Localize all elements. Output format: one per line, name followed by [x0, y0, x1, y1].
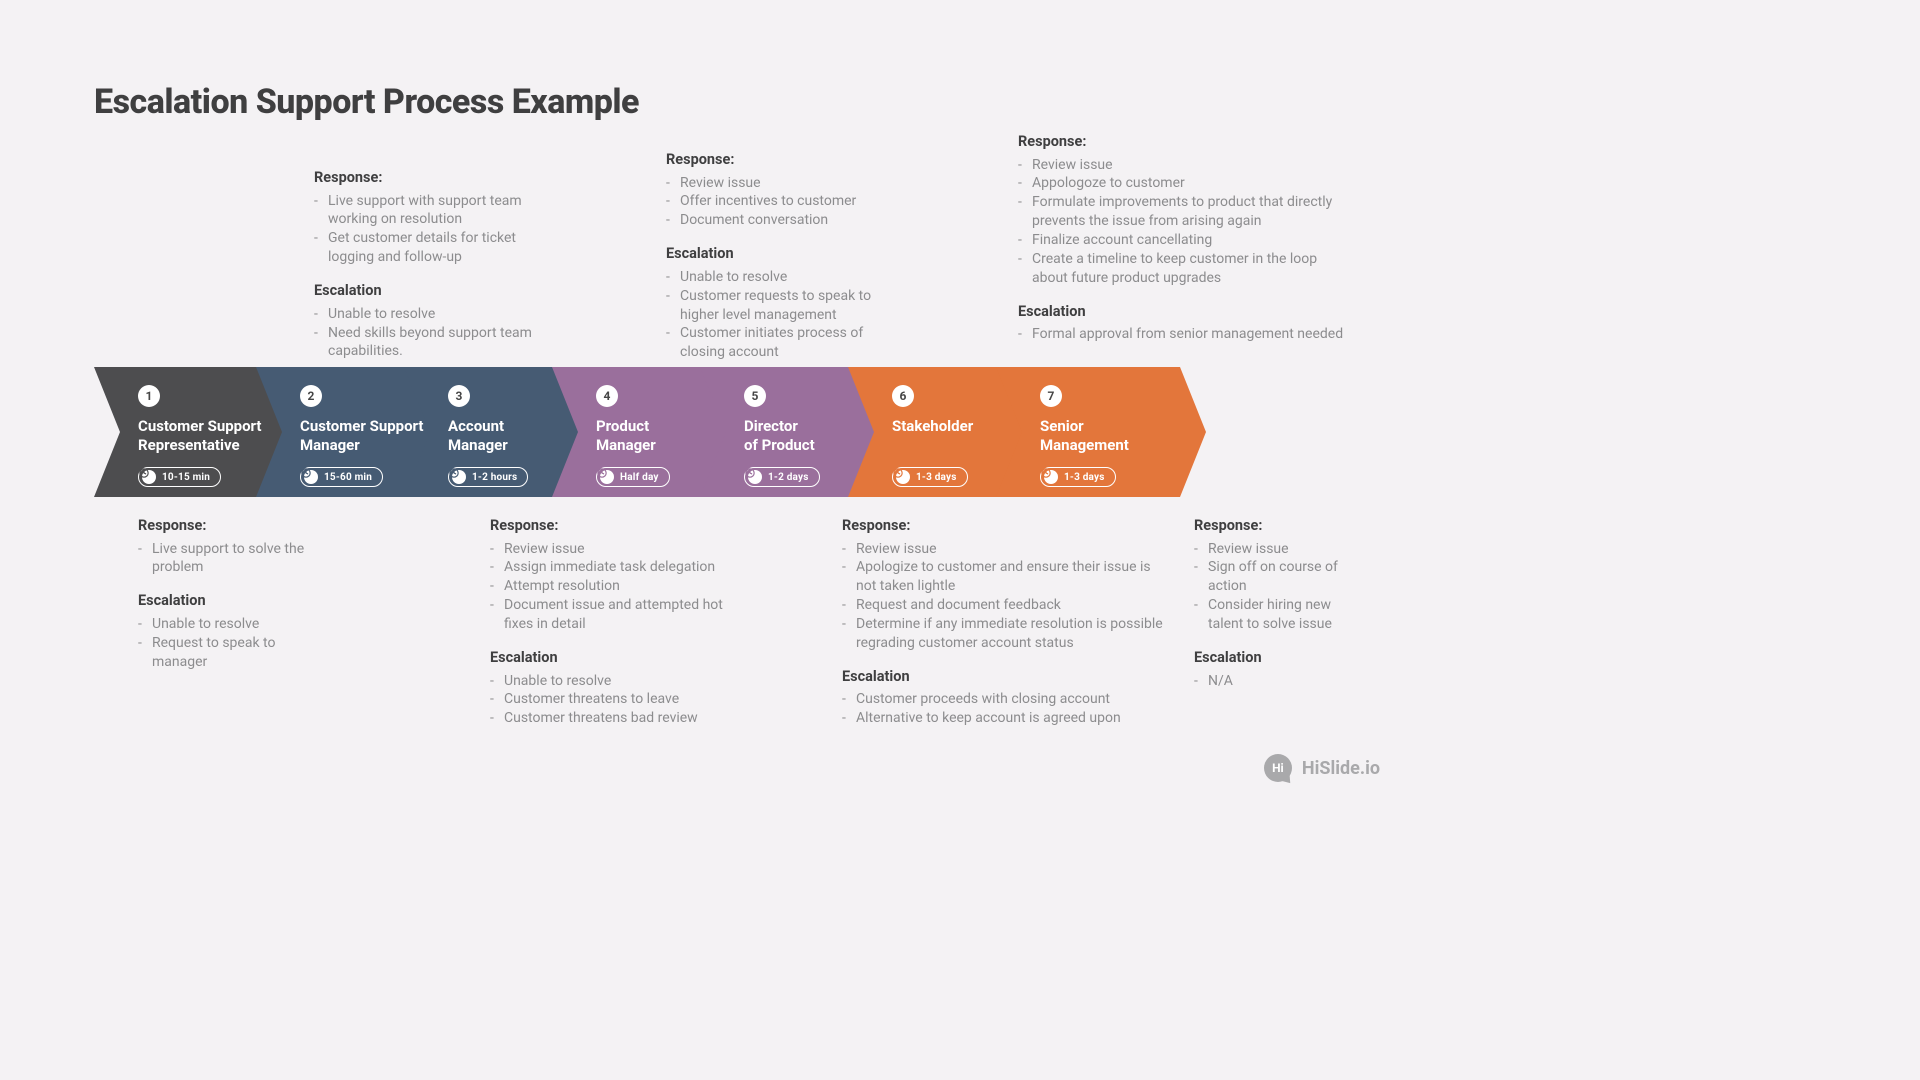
response-item: Attempt resolution: [490, 577, 738, 596]
escalation-heading: Escalation: [666, 244, 896, 264]
chevron-row: 1 Customer SupportRepresentative 10-15 m…: [94, 367, 1206, 497]
step-number: 3: [448, 385, 470, 407]
escalation-item: Need skills beyond support team capabili…: [314, 324, 550, 362]
response-item: Review issue: [842, 540, 1168, 559]
step-detail-7: Response: Review issueSign off on course …: [1194, 516, 1364, 704]
logo-badge: Hi: [1264, 754, 1292, 782]
response-item: Review issue: [666, 174, 896, 193]
escalation-heading: Escalation: [314, 281, 550, 301]
escalation-item: Alternative to keep account is agreed up…: [842, 709, 1168, 728]
step-number: 1: [138, 385, 160, 407]
escalation-item: Customer requests to speak to higher lev…: [666, 287, 896, 325]
time-text: 1-3 days: [1064, 472, 1105, 483]
time-pill: 10-15 min: [138, 467, 221, 487]
clock-icon: [142, 470, 156, 484]
time-text: 15-60 min: [324, 472, 372, 483]
clock-icon: [600, 470, 614, 484]
response-heading: Response:: [666, 150, 896, 170]
escalation-heading: Escalation: [842, 667, 1168, 687]
time-pill: 15-60 min: [300, 467, 383, 487]
response-item: Review issue: [1194, 540, 1364, 559]
clock-icon: [748, 470, 762, 484]
response-item: Appologoze to customer: [1018, 174, 1348, 193]
time-pill: 1-2 hours: [448, 467, 528, 487]
response-heading: Response:: [490, 516, 738, 536]
response-item: Determine if any immediate resolution is…: [842, 615, 1168, 653]
response-item: Get customer details for ticket logging …: [314, 229, 550, 267]
step-number: 7: [1040, 385, 1062, 407]
time-text: 10-15 min: [162, 472, 210, 483]
response-item: Create a timeline to keep customer in th…: [1018, 250, 1348, 288]
escalation-item: Customer initiates process of closing ac…: [666, 324, 896, 362]
step-detail-3: Response: Review issueAssign immediate ta…: [490, 516, 738, 742]
response-item: Review issue: [1018, 156, 1348, 175]
clock-icon: [1044, 470, 1058, 484]
clock-icon: [896, 470, 910, 484]
escalation-item: Customer threatens to leave: [490, 690, 738, 709]
response-item: Review issue: [490, 540, 738, 559]
step-detail-4: Response: Review issueOffer incentives to…: [666, 150, 896, 376]
response-heading: Response:: [138, 516, 308, 536]
brand-text: HiSlide.io: [1302, 758, 1380, 779]
response-item: Finalize account cancellating: [1018, 231, 1348, 250]
step-number: 5: [744, 385, 766, 407]
escalation-item: Unable to resolve: [666, 268, 896, 287]
response-item: Formulate improvements to product that d…: [1018, 193, 1348, 231]
response-item: Document conversation: [666, 211, 896, 230]
escalation-heading: Escalation: [490, 648, 738, 668]
escalation-item: Customer proceeds with closing account: [842, 690, 1168, 709]
escalation-heading: Escalation: [138, 591, 308, 611]
escalation-item: Unable to resolve: [138, 615, 308, 634]
response-item: Consider hiring new talent to solve issu…: [1194, 596, 1364, 634]
escalation-item: Unable to resolve: [314, 305, 550, 324]
time-pill: 1-2 days: [744, 467, 820, 487]
escalation-item: Request to speak to manager: [138, 634, 308, 672]
step-detail-1: Response: Live support to solve the probl…: [138, 516, 308, 686]
escalation-heading: Escalation: [1018, 302, 1348, 322]
slide: Escalation Support Process Example 1 Cus…: [0, 0, 1440, 810]
escalation-item: Unable to resolve: [490, 672, 738, 691]
clock-icon: [452, 470, 466, 484]
step-number: 6: [892, 385, 914, 407]
step-detail-6: Response: Review issueAppologoze to custo…: [1018, 132, 1348, 358]
time-pill: 1-3 days: [1040, 467, 1116, 487]
page-title: Escalation Support Process Example: [94, 82, 639, 122]
response-item: Live support with support team working o…: [314, 192, 550, 230]
response-heading: Response:: [1018, 132, 1348, 152]
response-item: Sign off on course of action: [1194, 558, 1364, 596]
response-item: Request and document feedback: [842, 596, 1168, 615]
step-number: 2: [300, 385, 322, 407]
step-number: 4: [596, 385, 618, 407]
response-heading: Response:: [1194, 516, 1364, 536]
escalation-item: N/A: [1194, 672, 1364, 691]
response-heading: Response:: [842, 516, 1168, 536]
clock-icon: [304, 470, 318, 484]
response-item: Document issue and attempted hot fixes i…: [490, 596, 738, 634]
step-detail-2: Response: Live support with support team …: [314, 168, 550, 375]
response-item: Offer incentives to customer: [666, 192, 896, 211]
response-item: Apologize to customer and ensure their i…: [842, 558, 1168, 596]
time-text: Half day: [620, 472, 659, 483]
escalation-item: Formal approval from senior management n…: [1018, 325, 1348, 344]
escalation-heading: Escalation: [1194, 648, 1364, 668]
time-pill: Half day: [596, 467, 670, 487]
chevron-step-7: 7 SeniorManagement 1-3 days: [996, 367, 1206, 497]
step-role: SeniorManagement: [1040, 417, 1180, 455]
time-text: 1-2 hours: [472, 472, 517, 483]
time-text: 1-3 days: [916, 472, 957, 483]
footer-logo: Hi HiSlide.io: [1264, 754, 1380, 782]
step-detail-5: Response: Review issueApologize to custom…: [842, 516, 1168, 742]
time-pill: 1-3 days: [892, 467, 968, 487]
time-text: 1-2 days: [768, 472, 809, 483]
response-item: Live support to solve the problem: [138, 540, 308, 578]
escalation-item: Customer threatens bad review: [490, 709, 738, 728]
response-item: Assign immediate task delegation: [490, 558, 738, 577]
response-heading: Response:: [314, 168, 550, 188]
